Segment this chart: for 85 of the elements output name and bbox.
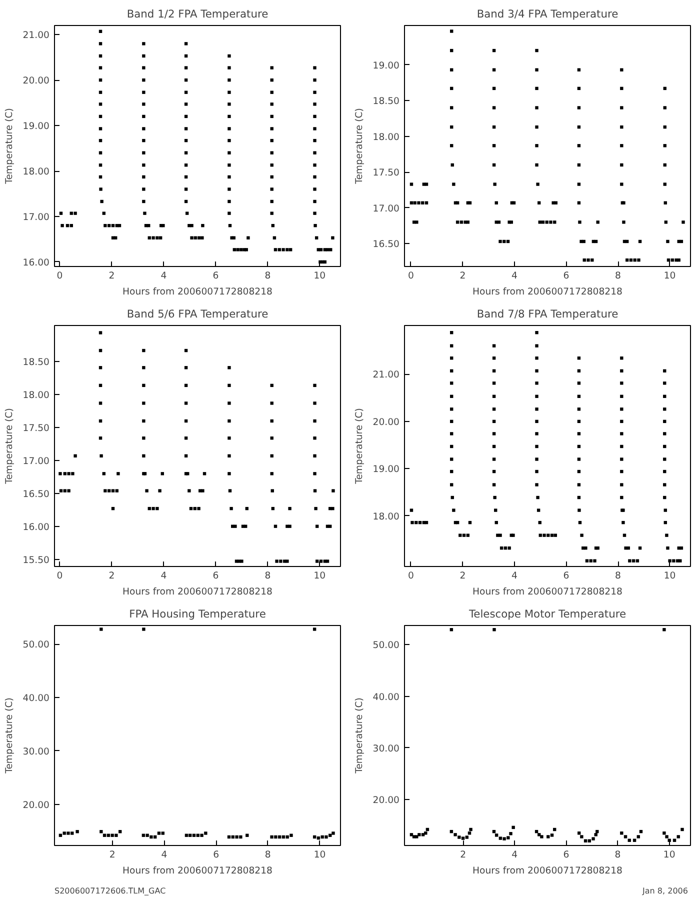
x-axis-title: Hours from 2006007172808218 bbox=[122, 286, 273, 298]
x-tick-label: 4 bbox=[160, 270, 167, 282]
y-tick-label: 19.00 bbox=[372, 60, 400, 72]
y-tick-label: 20.00 bbox=[372, 795, 400, 806]
x-tick-label: 6 bbox=[563, 570, 570, 582]
y-tick-label: 20.00 bbox=[22, 800, 50, 811]
x-tick-label: 10 bbox=[314, 570, 326, 582]
y-tick-label: 40.00 bbox=[22, 693, 50, 704]
x-axis-title: Hours from 2006007172808218 bbox=[472, 586, 623, 598]
y-tick-label: 18.00 bbox=[372, 511, 400, 522]
y-tick-label: 21.00 bbox=[22, 30, 50, 42]
y-axis-title: Temperature (C) bbox=[4, 698, 15, 774]
x-tick-label: 0 bbox=[408, 570, 414, 582]
text: Jan 8, 2006 bbox=[642, 886, 688, 896]
y-tick-label: 16.00 bbox=[22, 522, 50, 533]
x-axis-title: Hours from 2006007172808218 bbox=[472, 866, 623, 876]
x-tick-label: 6 bbox=[212, 570, 219, 582]
x-tick-label: 8 bbox=[615, 270, 622, 282]
y-tick-label: 18.50 bbox=[372, 96, 400, 108]
y-tick-label: 21.00 bbox=[372, 370, 400, 381]
x-axis-title: Hours from 2006007172808218 bbox=[122, 586, 273, 598]
x-tick-label: 2 bbox=[108, 570, 115, 582]
x-tick-label: 10 bbox=[314, 270, 326, 282]
x-tick-label: 2 bbox=[460, 850, 466, 860]
y-tick-label: 19.00 bbox=[372, 464, 400, 476]
y-tick-label: 17.00 bbox=[22, 456, 50, 467]
x-tick-label: 2 bbox=[460, 270, 466, 282]
y-axis-title: Temperature (C) bbox=[354, 698, 365, 774]
x-tick-label: 10 bbox=[664, 270, 676, 282]
x-tick-label: 4 bbox=[512, 570, 518, 582]
y-tick-label: 15.50 bbox=[22, 554, 50, 566]
y-tick-label: 30.00 bbox=[22, 746, 50, 758]
x-tick-label: 0 bbox=[56, 570, 63, 582]
y-tick-label: 18.00 bbox=[22, 390, 50, 402]
x-tick-label: 8 bbox=[615, 570, 622, 582]
chart-title: Band 5/6 FPA Temperature bbox=[126, 308, 268, 320]
y-tick-label: 18.50 bbox=[22, 357, 50, 368]
y-tick-label: 40.00 bbox=[372, 692, 400, 703]
x-tick-label: 8 bbox=[614, 850, 621, 860]
y-tick-label: 17.50 bbox=[372, 168, 400, 179]
y-tick-label: 18.00 bbox=[22, 166, 50, 178]
x-axis-title: Hours from 2006007172808218 bbox=[472, 286, 623, 298]
y-tick-label: 50.00 bbox=[372, 640, 400, 652]
x-tick-label: 6 bbox=[563, 850, 570, 860]
x-tick-label: 2 bbox=[460, 570, 466, 582]
y-tick-label: 16.00 bbox=[22, 257, 50, 268]
y-axis-title: Temperature (C) bbox=[4, 108, 15, 185]
y-tick-label: 16.50 bbox=[22, 488, 50, 500]
chart-title: Telescope Motor Temperature bbox=[468, 608, 626, 620]
x-tick-label: 0 bbox=[56, 270, 63, 282]
x-tick-label: 10 bbox=[314, 850, 326, 860]
chart-title: Band 1/2 FPA Temperature bbox=[126, 8, 268, 20]
y-axis-title: Temperature (C) bbox=[4, 408, 15, 485]
x-tick-label: 2 bbox=[108, 270, 115, 282]
x-tick-label: 0 bbox=[408, 270, 414, 282]
x-tick-label: 8 bbox=[264, 850, 271, 860]
x-tick-label: 10 bbox=[663, 850, 676, 860]
y-tick-label: 17.00 bbox=[22, 212, 50, 223]
y-tick-label: 17.50 bbox=[22, 423, 50, 434]
x-tick-label: 2 bbox=[109, 850, 116, 860]
chart-title: Band 3/4 FPA Temperature bbox=[476, 8, 618, 20]
y-tick-label: 16.50 bbox=[372, 239, 400, 250]
x-axis-title: Hours from 2006007172808218 bbox=[122, 866, 273, 876]
x-tick-label: 4 bbox=[512, 850, 518, 860]
y-tick-label: 20.00 bbox=[372, 416, 400, 428]
y-tick-label: 30.00 bbox=[372, 743, 400, 754]
x-tick-label: 10 bbox=[664, 570, 676, 582]
y-axis-title: Temperature (C) bbox=[354, 408, 365, 485]
text: S2006007172606.TLM_GAC bbox=[54, 886, 166, 896]
chart-title: FPA Housing Temperature bbox=[129, 608, 266, 620]
x-tick-label: 4 bbox=[160, 570, 167, 582]
y-tick-label: 50.00 bbox=[22, 640, 50, 651]
x-tick-label: 6 bbox=[213, 850, 220, 860]
y-axis-title: Temperature (C) bbox=[354, 108, 365, 185]
chart-title: Band 7/8 FPA Temperature bbox=[476, 308, 618, 320]
x-tick-label: 6 bbox=[563, 270, 570, 282]
x-tick-label: 4 bbox=[161, 850, 168, 860]
x-tick-label: 4 bbox=[512, 270, 518, 282]
x-tick-label: 6 bbox=[212, 270, 219, 282]
y-tick-label: 20.00 bbox=[22, 76, 50, 87]
x-tick-label: 8 bbox=[264, 270, 271, 282]
y-tick-label: 18.00 bbox=[372, 132, 400, 143]
x-tick-label: 8 bbox=[264, 570, 271, 582]
y-tick-label: 17.00 bbox=[372, 203, 400, 214]
y-tick-label: 19.00 bbox=[22, 121, 50, 132]
